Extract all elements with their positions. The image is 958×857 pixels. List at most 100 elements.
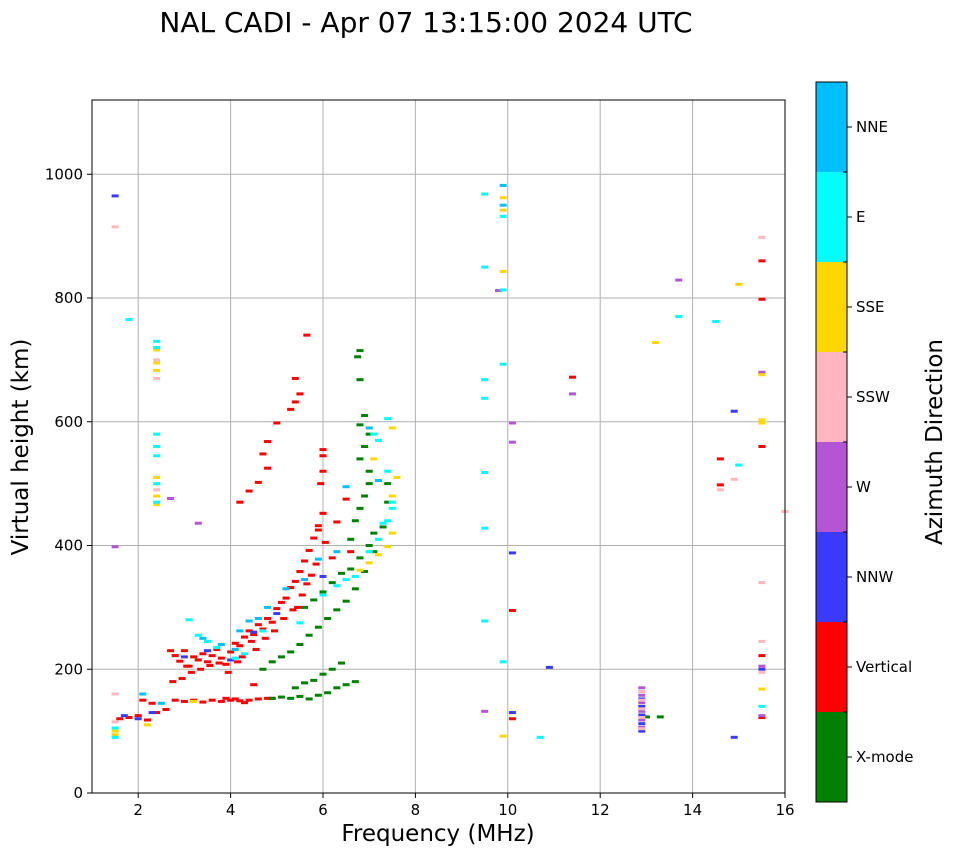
grid-lines — [92, 100, 786, 794]
echo-point — [499, 214, 507, 218]
echo-point — [638, 713, 646, 717]
colorbar: X-mode Vertical NNW W SSW SSE E NNE — [815, 81, 913, 803]
echo-point — [324, 617, 332, 621]
echo-point — [319, 590, 327, 594]
echo-point — [342, 578, 350, 582]
series-nne — [139, 183, 507, 705]
echo-point — [314, 524, 322, 528]
echo-point — [499, 362, 507, 366]
echo-point — [384, 482, 392, 486]
echo-point — [259, 452, 267, 456]
echo-point — [568, 375, 576, 379]
echo-point — [374, 553, 382, 557]
x-axis-ticks: 2 4 6 8 10 12 14 16 — [133, 793, 795, 819]
echo-point — [675, 315, 683, 319]
echo-point — [259, 629, 267, 633]
colorbar-label: SSE — [856, 298, 885, 316]
echo-point — [236, 644, 244, 648]
colorbar-label: E — [856, 208, 865, 226]
echo-point — [194, 633, 202, 637]
echo-point — [354, 355, 362, 359]
echo-point — [568, 392, 576, 396]
x-tick-label: 12 — [591, 801, 610, 819]
echo-point — [384, 545, 392, 549]
colorbar-segment — [816, 172, 847, 262]
echo-point — [314, 625, 322, 629]
echo-point — [337, 661, 345, 665]
y-tick-label: 800 — [54, 289, 83, 307]
echo-point — [153, 503, 161, 507]
echo-point — [758, 581, 766, 585]
echo-point — [190, 699, 198, 703]
echo-point — [245, 629, 253, 633]
echo-point — [342, 485, 350, 489]
echo-point — [153, 339, 161, 343]
echo-point — [157, 701, 165, 705]
echo-point — [303, 582, 311, 586]
echo-point — [730, 735, 738, 739]
echo-point — [270, 629, 278, 633]
echo-point — [217, 643, 225, 646]
echo-point — [638, 718, 646, 722]
echo-point — [169, 680, 177, 684]
x-tick-label: 6 — [318, 801, 328, 819]
echo-point — [153, 432, 161, 436]
y-axis-ticks: 0 200 400 600 800 1000 — [45, 165, 92, 802]
echo-point — [356, 378, 364, 382]
echo-point — [307, 573, 315, 577]
echo-point — [111, 735, 119, 739]
echo-point — [758, 667, 766, 671]
echo-point — [116, 717, 124, 721]
echo-point — [282, 587, 290, 591]
echo-point — [328, 667, 336, 671]
plot-frame — [91, 99, 786, 794]
colorbar-segment — [816, 442, 847, 532]
echo-point — [508, 421, 516, 425]
echo-point — [277, 600, 285, 604]
echo-point — [365, 550, 373, 554]
y-tick-label: 0 — [73, 784, 83, 802]
echo-point — [213, 647, 221, 651]
echo-point — [642, 715, 650, 719]
echo-point — [153, 494, 161, 498]
echo-point — [199, 636, 207, 640]
echo-point — [384, 500, 392, 504]
colorbar-label: W — [856, 478, 871, 496]
echo-point — [351, 680, 359, 684]
echo-point — [111, 194, 119, 198]
echo-point — [388, 506, 396, 510]
echo-point — [758, 418, 766, 422]
echo-point — [675, 278, 683, 282]
echo-point — [227, 658, 235, 662]
echo-point — [167, 496, 175, 500]
echo-point — [508, 608, 516, 612]
echo-point — [259, 667, 267, 671]
echo-point — [208, 654, 216, 658]
echo-point — [231, 647, 239, 651]
echo-point — [758, 445, 766, 448]
echo-point — [153, 358, 161, 362]
echo-point — [231, 641, 239, 645]
echo-point — [319, 574, 327, 578]
echo-point — [356, 568, 364, 572]
echo-point — [388, 494, 396, 498]
y-tick-label: 200 — [54, 660, 83, 678]
echo-point — [384, 417, 392, 421]
series-w — [111, 278, 766, 729]
echo-point — [197, 667, 205, 671]
echo-point — [227, 650, 235, 654]
y-tick-label: 1000 — [45, 165, 83, 183]
echo-point — [342, 497, 350, 501]
echo-point — [638, 727, 646, 731]
echo-point — [259, 627, 267, 631]
echo-point — [111, 225, 119, 229]
echo-point — [296, 643, 304, 646]
echo-point — [656, 715, 664, 719]
echo-point — [254, 623, 262, 627]
echo-point — [254, 617, 262, 621]
echo-point — [481, 526, 489, 530]
echo-point — [153, 376, 161, 380]
echo-point — [319, 593, 327, 597]
